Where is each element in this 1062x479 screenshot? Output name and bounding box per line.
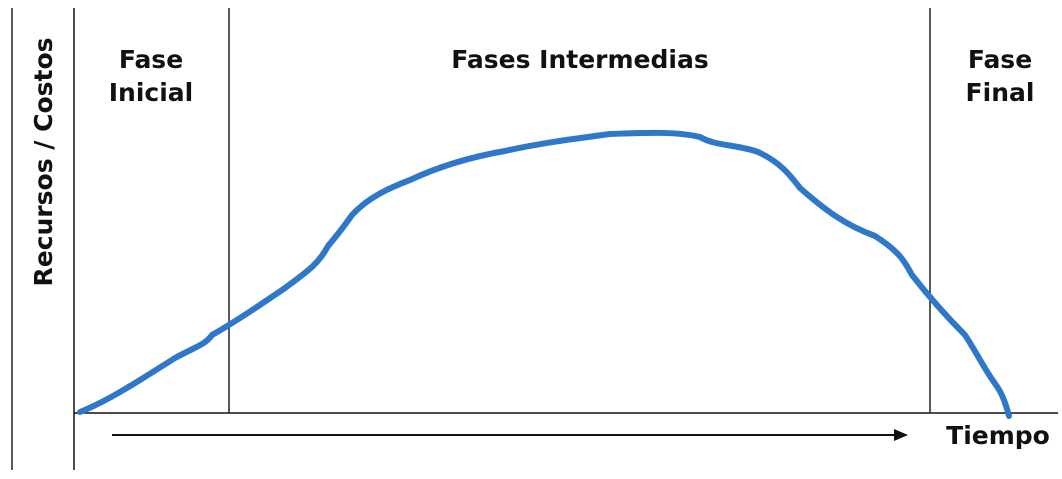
resource-cost-curve bbox=[77, 129, 1012, 419]
phase-label-initial-line1: Fase bbox=[119, 45, 183, 74]
y-axis-label: Recursos / Costos bbox=[29, 37, 58, 286]
phase-label-final-line1: Fase bbox=[968, 45, 1032, 74]
phase-label-intermediate: Fases Intermedias bbox=[451, 45, 708, 74]
phase-label-initial-line2: Inicial bbox=[109, 78, 194, 107]
x-axis-label: Tiempo bbox=[946, 421, 1050, 450]
phase-label-final-line2: Final bbox=[966, 78, 1035, 107]
